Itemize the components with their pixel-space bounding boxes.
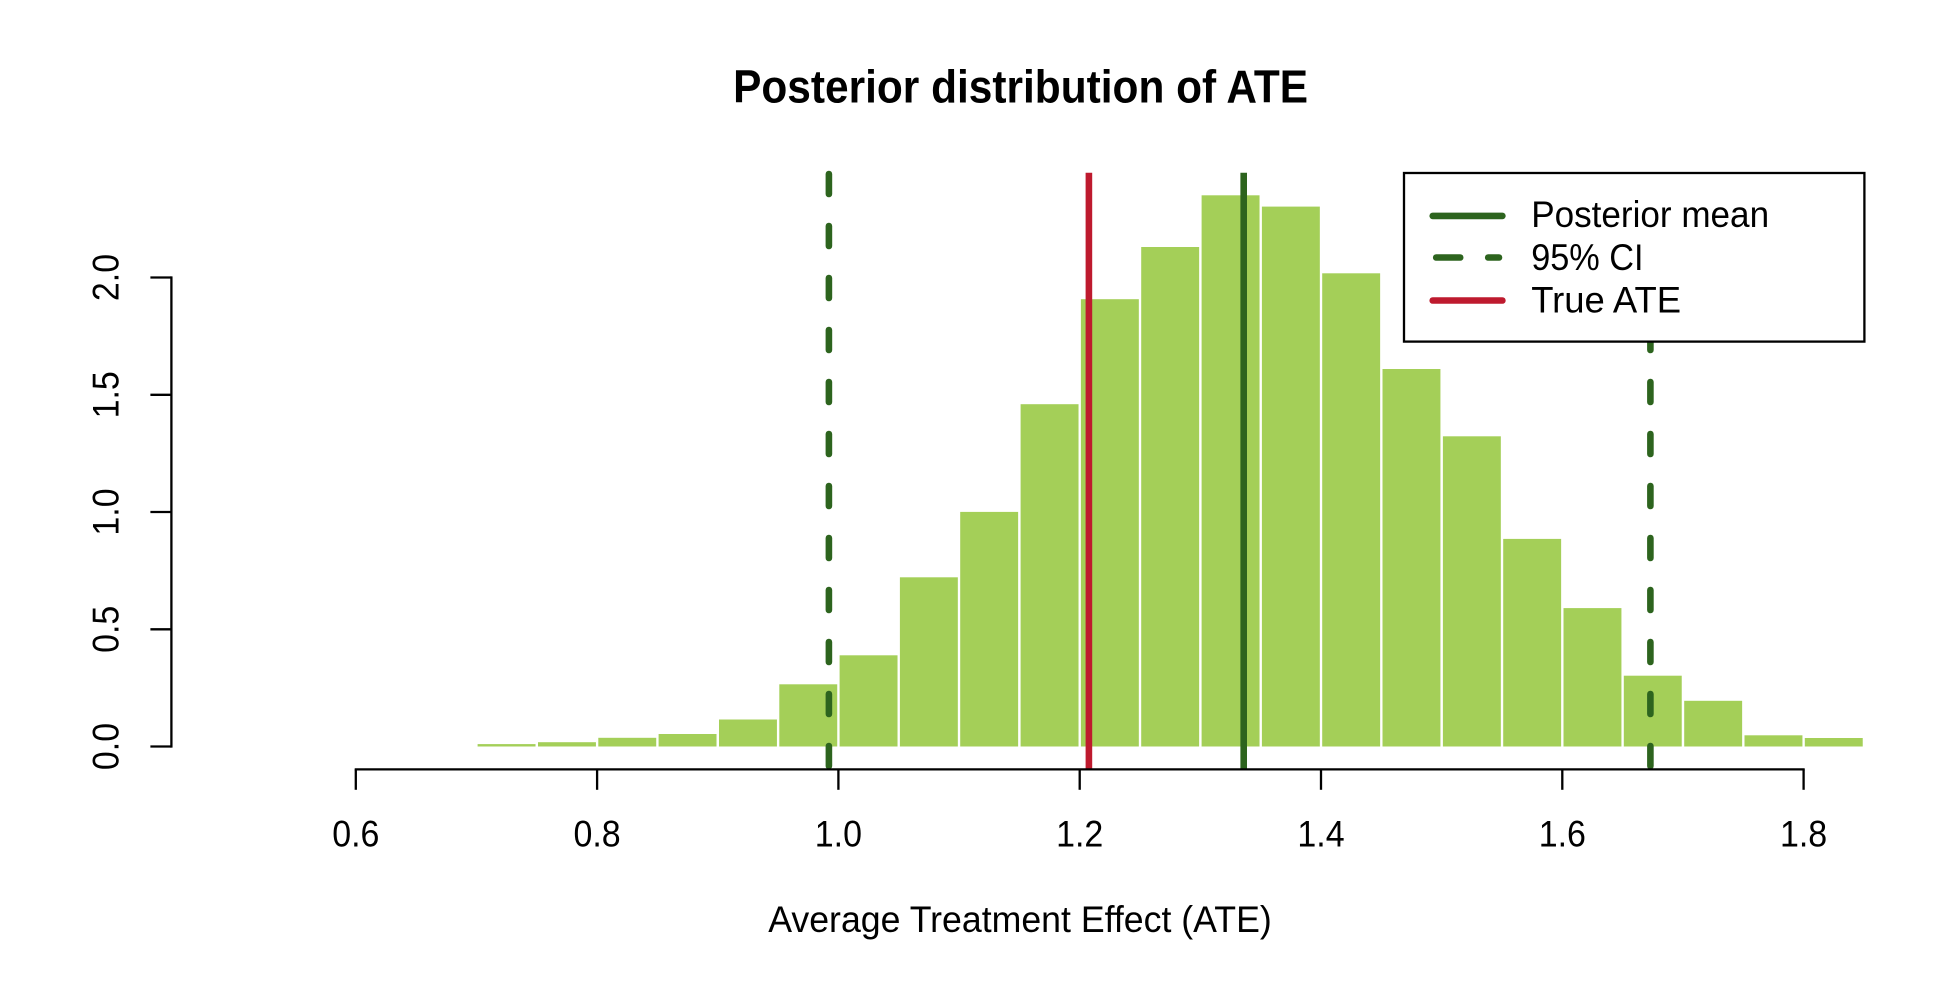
svg-text:Posterior distribution of ATE: Posterior distribution of ATE [733,61,1308,113]
svg-text:0.0: 0.0 [85,723,127,770]
svg-text:2.0: 2.0 [85,254,127,301]
svg-text:0.6: 0.6 [332,813,379,855]
svg-text:1.0: 1.0 [815,813,862,855]
svg-text:95% CI: 95% CI [1531,236,1643,278]
svg-text:0.8: 0.8 [574,813,621,855]
svg-text:True ATE: True ATE [1531,279,1681,321]
svg-text:1.0: 1.0 [85,488,127,535]
svg-text:1.4: 1.4 [1297,813,1344,855]
svg-text:1.6: 1.6 [1539,813,1586,855]
svg-text:Average Treatment Effect (ATE): Average Treatment Effect (ATE) [768,898,1272,940]
svg-text:1.2: 1.2 [1056,813,1103,855]
svg-text:1.8: 1.8 [1780,813,1827,855]
svg-text:0.5: 0.5 [85,606,127,653]
svg-text:Posterior mean: Posterior mean [1531,193,1769,235]
svg-text:1.5: 1.5 [85,371,127,418]
